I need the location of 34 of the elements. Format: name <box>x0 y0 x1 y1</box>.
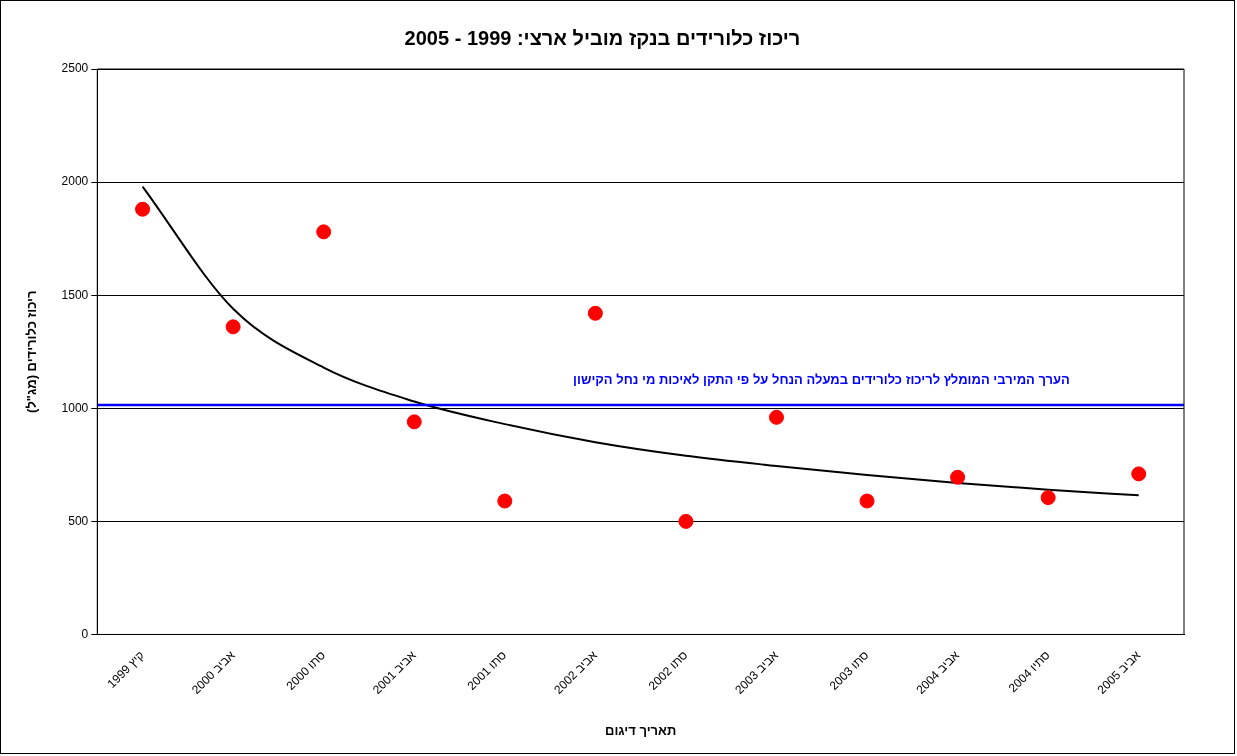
point <box>768 409 784 425</box>
x-tick-label: סתיו 2004 <box>1005 648 1053 696</box>
y-tick-label: 1000 <box>61 400 89 415</box>
x-tick-label: אביב 2005 <box>1094 647 1144 697</box>
y-tick-label: 0 <box>81 626 89 641</box>
x-tick-label: סתו 2001 <box>464 648 510 693</box>
point <box>678 513 694 529</box>
x-tick-label: אביב 2003 <box>732 647 782 697</box>
chart-title: ריכוז כלורידים בנקז מוביל ארצי: 1999 - 2005 <box>404 26 801 49</box>
point <box>950 469 966 485</box>
x-axis-title: תאריך דיגום <box>605 722 677 738</box>
x-tick-label: אביב 2004 <box>913 647 963 697</box>
y-axis-title: ריכוז כלורידים (מג"ל) <box>24 290 40 413</box>
y-tick-label: 2500 <box>61 61 89 76</box>
y-tick-label: 500 <box>68 513 89 528</box>
point <box>1040 490 1056 506</box>
x-tick-label: אביב 2000 <box>188 647 238 697</box>
x-tick-label: סתו 2003 <box>826 648 872 693</box>
point <box>1131 466 1147 482</box>
ref-line-label: הערך המירבי המומלץ לריכוז כלורידים במעלה הנחל על פי התקן לאיכות מי נחל הקישון <box>573 371 1070 387</box>
point <box>587 305 603 321</box>
point <box>225 319 241 335</box>
x-tick-label: סתו 2002 <box>645 648 691 693</box>
point <box>406 414 422 430</box>
point <box>316 224 332 240</box>
x-tick-label: אביב 2001 <box>370 647 420 697</box>
x-tick-label: קיץ 1999 <box>104 648 148 691</box>
y-tick-label: 2000 <box>61 174 89 189</box>
y-tick-label: 1500 <box>61 287 89 302</box>
point <box>135 201 151 217</box>
x-tick-label: אביב 2002 <box>551 647 601 697</box>
x-tick-label: סתו 2000 <box>283 648 329 693</box>
point <box>859 493 875 509</box>
point <box>497 493 513 509</box>
